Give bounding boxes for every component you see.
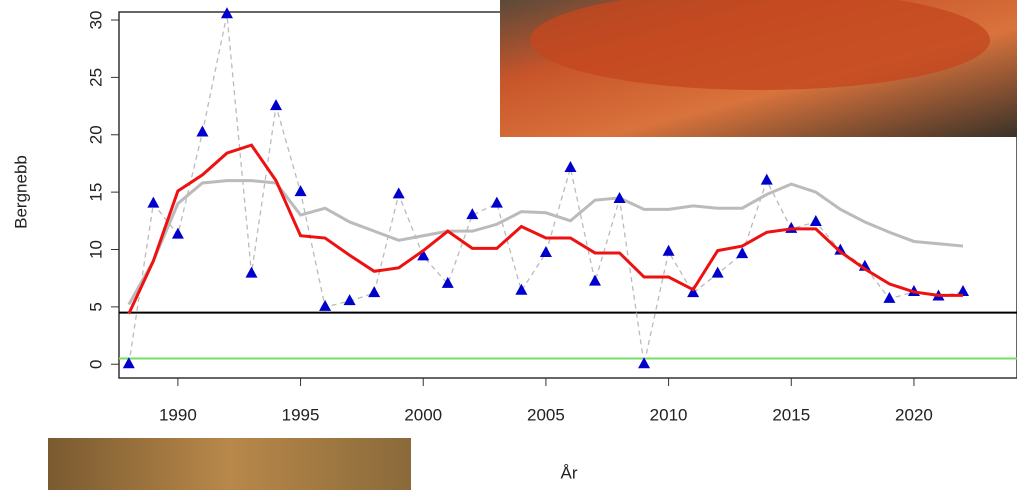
data-point xyxy=(442,277,454,288)
series-line xyxy=(129,145,963,314)
x-tick-label: 1995 xyxy=(282,405,320,424)
data-point xyxy=(540,246,552,257)
data-point xyxy=(810,215,822,226)
y-tick-label: 30 xyxy=(86,11,105,30)
data-point xyxy=(270,99,282,110)
series-line xyxy=(129,181,963,305)
data-point xyxy=(368,286,380,297)
data-point xyxy=(147,197,159,208)
y-tick-label: 20 xyxy=(86,125,105,144)
x-tick-label: 2000 xyxy=(404,405,442,424)
rock-photo xyxy=(48,438,411,490)
data-point xyxy=(196,125,208,136)
data-point xyxy=(712,267,724,278)
data-point xyxy=(295,185,307,196)
chart: 0 5 10 15 20 25 30 1990 1995 2000 2005 2010 2015 2020… xyxy=(0,0,1017,490)
data-point xyxy=(564,161,576,172)
data-point xyxy=(663,245,675,256)
data-point xyxy=(319,300,331,311)
data-point xyxy=(589,275,601,286)
y-tick-label: 5 xyxy=(86,302,105,311)
y-axis-label: Bergnebb xyxy=(11,155,30,229)
x-tick-label: 2005 xyxy=(527,405,565,424)
x-tick-label: 2015 xyxy=(772,405,810,424)
data-point xyxy=(245,267,257,278)
data-point xyxy=(491,197,503,208)
x-axis-label: År xyxy=(561,463,578,482)
y-tick-label: 15 xyxy=(86,183,105,202)
data-point xyxy=(393,187,405,198)
x-tick-label: 1990 xyxy=(159,405,197,424)
data-point xyxy=(515,284,527,295)
data-point xyxy=(221,7,233,18)
data-point xyxy=(761,174,773,185)
x-tick-label: 2020 xyxy=(895,405,933,424)
data-point xyxy=(172,228,184,239)
y-tick-label: 0 xyxy=(86,359,105,368)
x-tick-label: 2010 xyxy=(650,405,688,424)
y-tick-label: 10 xyxy=(86,240,105,259)
y-tick-label: 25 xyxy=(86,68,105,87)
data-point xyxy=(736,247,748,258)
